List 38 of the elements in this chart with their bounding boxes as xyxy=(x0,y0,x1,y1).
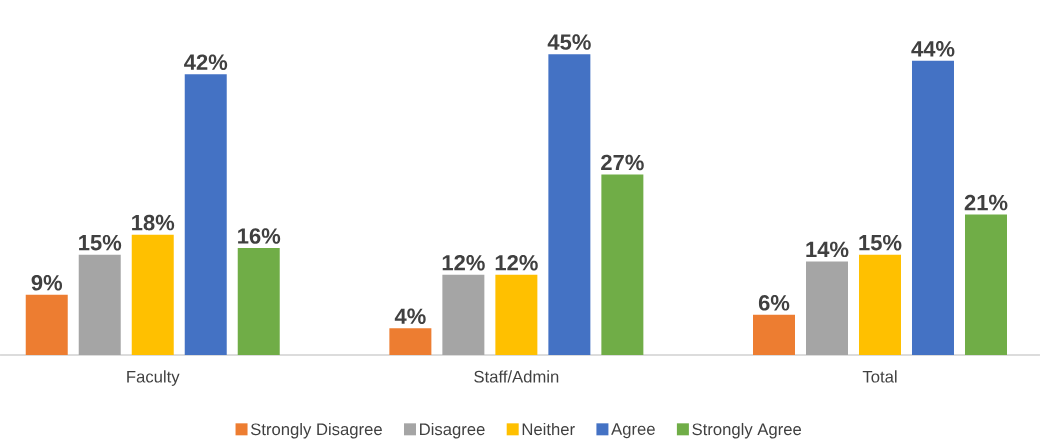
data-label: 27% xyxy=(601,154,644,171)
bar xyxy=(965,214,1007,355)
legend-label: Agree xyxy=(611,423,655,439)
bar xyxy=(389,328,432,355)
bar xyxy=(25,294,68,355)
data-label: 44% xyxy=(911,41,955,57)
data-label: 42% xyxy=(184,54,228,70)
data-label: 18% xyxy=(132,214,175,231)
bar xyxy=(184,74,227,355)
data-label: 16% xyxy=(238,228,281,244)
data-label: 14% xyxy=(806,241,849,258)
bar xyxy=(237,248,280,355)
bar xyxy=(806,261,848,355)
legend-label: Strongly Agree xyxy=(692,422,802,439)
bar xyxy=(495,274,538,355)
data-label: 15% xyxy=(859,234,902,251)
bar xyxy=(912,60,954,355)
data-label: 45% xyxy=(547,34,591,50)
x-tick-label: Total xyxy=(862,370,897,383)
legend-label: Strongly Disagree xyxy=(250,422,382,439)
x-tick-label: Staff/Admin xyxy=(474,370,559,383)
bar xyxy=(78,254,121,355)
bar xyxy=(548,54,591,355)
x-tick-label: Faculty xyxy=(127,370,180,386)
data-label: 4% xyxy=(394,308,426,324)
data-label: 12% xyxy=(442,254,485,271)
bar xyxy=(753,314,795,355)
data-label: 6% xyxy=(758,295,790,311)
bar xyxy=(131,234,174,355)
legend-label: Disagree xyxy=(420,422,485,439)
data-label: 12% xyxy=(495,254,538,271)
data-label: 15% xyxy=(79,234,122,251)
data-label: 9% xyxy=(31,274,63,291)
bar xyxy=(601,174,644,355)
data-label: 21% xyxy=(964,194,1008,211)
bar xyxy=(442,274,485,355)
bar xyxy=(859,254,901,355)
legend-label: Neither xyxy=(522,422,575,436)
